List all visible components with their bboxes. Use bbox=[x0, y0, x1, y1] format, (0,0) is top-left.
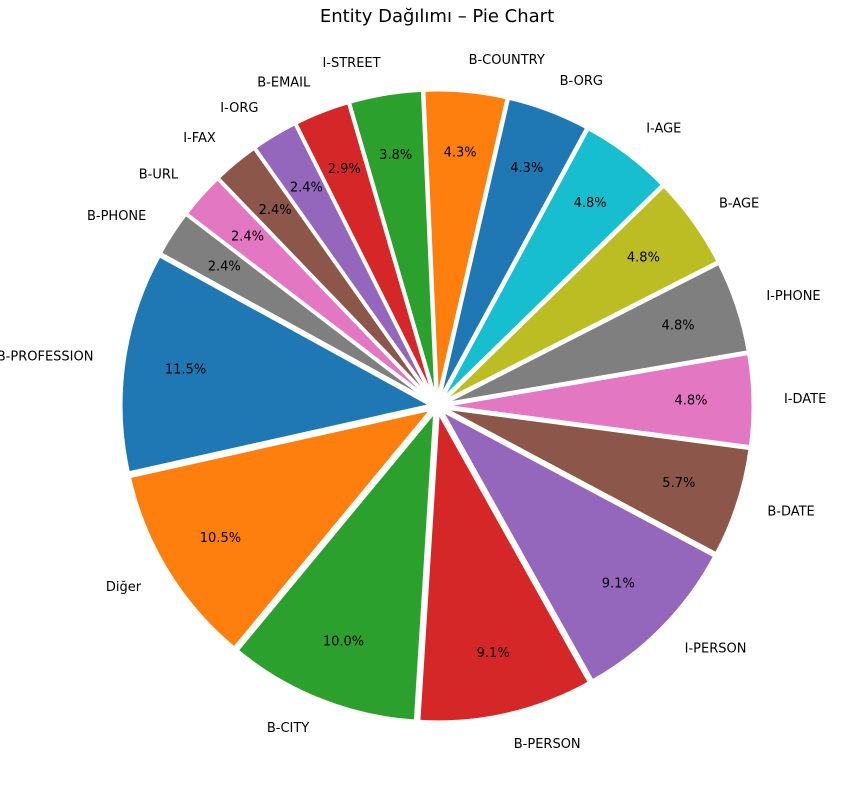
pie-pct-label-15: 2.4% bbox=[259, 203, 292, 218]
pie-category-label-16: B-URL bbox=[139, 167, 179, 182]
pie-slice-7 bbox=[441, 261, 750, 406]
pie-category-label-15: I-FAX bbox=[183, 131, 216, 146]
pie-category-label-5: B-DATE bbox=[767, 505, 814, 520]
pie-pct-label-1: 10.5% bbox=[200, 531, 241, 546]
pie-category-label-4: I-PERSON bbox=[685, 642, 747, 657]
pie-slice-17 bbox=[158, 212, 434, 405]
pie-slice-8 bbox=[440, 184, 720, 405]
pie-category-label-8: B-AGE bbox=[719, 196, 759, 211]
pie-pct-label-2: 10.0% bbox=[323, 635, 364, 650]
pie-category-label-17: B-PHONE bbox=[87, 209, 146, 224]
pie-pct-label-12: 3.8% bbox=[379, 148, 412, 163]
pie-pct-label-9: 4.8% bbox=[574, 196, 607, 211]
pie-slice-11 bbox=[422, 88, 509, 402]
pie-pct-label-11: 4.3% bbox=[444, 146, 477, 161]
pie-pct-label-16: 2.4% bbox=[231, 229, 264, 244]
pie-category-label-9: I-AGE bbox=[646, 122, 681, 137]
pie-slice-0 bbox=[119, 254, 433, 475]
pie-slice-2 bbox=[235, 410, 437, 723]
chart-title: Entity Dağılımı – Pie Chart bbox=[319, 6, 555, 27]
pie-slice-9 bbox=[439, 127, 665, 403]
pie-slice-1 bbox=[127, 407, 434, 650]
pie-category-label-3: B-PERSON bbox=[514, 737, 581, 752]
pie-pct-label-17: 2.4% bbox=[208, 260, 241, 275]
pie-pct-label-0: 11.5% bbox=[165, 363, 206, 378]
pie-pct-label-7: 4.8% bbox=[662, 318, 695, 333]
pie-category-label-10: B-ORG bbox=[560, 74, 603, 89]
pie-pct-label-5: 5.7% bbox=[662, 476, 695, 491]
pie-category-label-13: B-EMAIL bbox=[257, 75, 311, 90]
pie-pct-label-4: 9.1% bbox=[602, 576, 635, 591]
pie-slice-10 bbox=[437, 96, 589, 402]
pie-pct-label-3: 9.1% bbox=[477, 646, 510, 661]
pie-slice-3 bbox=[417, 410, 591, 724]
pie-category-label-2: B-CITY bbox=[267, 721, 309, 736]
pie-pct-label-14: 2.4% bbox=[290, 181, 323, 196]
pie-slice-6 bbox=[441, 352, 755, 449]
pie-category-label-11: B-COUNTRY bbox=[469, 53, 545, 68]
pie-category-label-1: Diğer bbox=[106, 580, 142, 595]
pie-pct-label-13: 2.9% bbox=[328, 162, 361, 177]
pie-category-label-6: I-DATE bbox=[784, 392, 826, 407]
pie-category-label-14: I-ORG bbox=[220, 101, 258, 116]
pie-category-label-7: I-PHONE bbox=[766, 289, 820, 304]
pie-category-label-0: B-PROFESSION bbox=[0, 350, 93, 365]
pie-pct-label-6: 4.8% bbox=[674, 394, 707, 409]
pie-pct-label-10: 4.3% bbox=[510, 161, 543, 176]
pie-category-label-12: I-STREET bbox=[322, 56, 380, 71]
pie-slice-4 bbox=[439, 408, 717, 683]
pie-slice-5 bbox=[441, 406, 752, 556]
pie-pct-label-8: 4.8% bbox=[627, 250, 660, 265]
